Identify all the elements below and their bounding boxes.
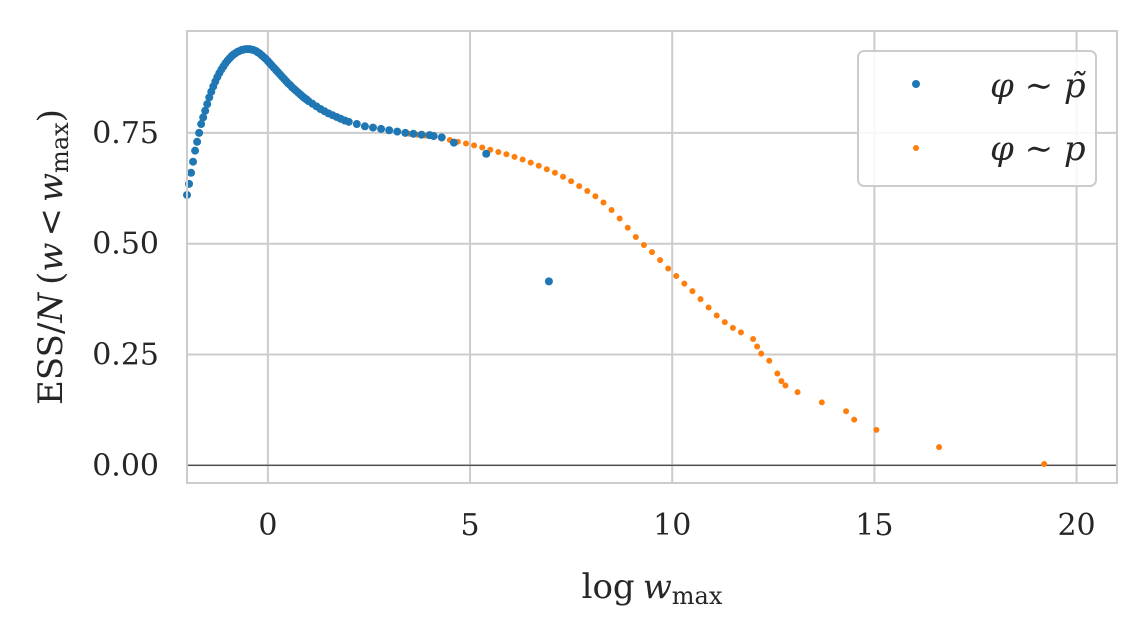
point-p xyxy=(681,280,688,287)
point-p xyxy=(665,265,672,272)
point-p xyxy=(936,444,943,451)
point-p xyxy=(721,319,728,326)
legend-marker-tilde-p xyxy=(912,80,920,88)
point-p xyxy=(551,169,558,176)
point-p xyxy=(657,257,664,264)
point-tilde-p xyxy=(203,100,212,109)
point-p xyxy=(471,142,478,149)
point-tilde-p xyxy=(449,138,458,147)
point-tilde-p xyxy=(191,146,200,155)
point-tilde-p xyxy=(193,137,202,146)
point-p xyxy=(873,426,880,433)
legend-label-tilde-p: φ ∼ p̃ xyxy=(990,66,1087,106)
point-p xyxy=(624,224,631,231)
point-p xyxy=(794,389,801,396)
tick-labels: 0 5 10 15 20 0.00 0.25 0.50 0.75 xyxy=(92,116,1095,543)
point-p xyxy=(758,350,765,357)
point-p xyxy=(774,370,781,377)
point-p xyxy=(495,148,502,155)
data-points xyxy=(183,45,1048,467)
point-tilde-p xyxy=(369,123,377,132)
point-tilde-p xyxy=(544,277,553,286)
y-tick-label: 0.75 xyxy=(92,116,159,151)
point-p xyxy=(632,234,639,241)
point-p xyxy=(766,357,773,364)
x-tick-label: 20 xyxy=(1057,508,1095,543)
legend: φ ∼ p̃ φ ∼ p xyxy=(857,50,1097,187)
point-p xyxy=(640,242,647,249)
point-tilde-p xyxy=(437,133,446,142)
point-p xyxy=(592,193,599,200)
point-tilde-p xyxy=(199,113,208,122)
plot-frame xyxy=(186,30,1118,484)
legend-marker-p xyxy=(913,145,919,151)
x-axis-label: log wmax xyxy=(582,567,723,610)
point-tilde-p xyxy=(344,117,353,126)
point-p xyxy=(527,159,534,166)
legend-label-p: φ ∼ p xyxy=(990,129,1086,169)
y-tick-label: 0.25 xyxy=(92,337,159,372)
point-tilde-p xyxy=(201,106,210,115)
point-p xyxy=(576,183,583,190)
point-p xyxy=(535,162,542,169)
point-p xyxy=(1041,460,1048,467)
point-tilde-p xyxy=(409,129,418,138)
point-p xyxy=(689,288,696,295)
point-p xyxy=(568,178,575,185)
point-p xyxy=(673,273,680,280)
point-p xyxy=(750,335,757,342)
point-tilde-p xyxy=(482,149,491,158)
point-tilde-p xyxy=(187,168,196,177)
x-tick-label: 5 xyxy=(460,508,479,543)
point-tilde-p xyxy=(195,128,204,137)
point-p xyxy=(729,324,736,331)
point-p xyxy=(851,416,858,423)
x-tick-label: 10 xyxy=(653,508,691,543)
point-p xyxy=(778,378,785,385)
y-tick-label: 0.00 xyxy=(92,448,159,483)
x-tick-label: 15 xyxy=(855,508,893,543)
point-tilde-p xyxy=(352,120,361,129)
point-p xyxy=(705,304,712,311)
point-tilde-p xyxy=(393,127,402,136)
point-p xyxy=(463,140,469,147)
point-p xyxy=(616,215,623,222)
point-tilde-p xyxy=(197,120,206,129)
point-p xyxy=(754,343,761,350)
point-p xyxy=(519,156,526,163)
point-p xyxy=(737,329,744,336)
point-p xyxy=(843,408,850,415)
point-p xyxy=(697,296,704,303)
y-axis-label: ESS/N(w<wmax) xyxy=(31,109,74,405)
point-p xyxy=(511,153,518,160)
point-tilde-p xyxy=(377,124,386,133)
x-tick-label: 0 xyxy=(258,508,277,543)
point-tilde-p xyxy=(429,132,438,141)
point-p xyxy=(543,166,550,173)
point-p xyxy=(713,312,720,319)
point-p xyxy=(584,187,591,194)
point-tilde-p xyxy=(360,122,369,131)
point-p xyxy=(649,249,655,256)
point-tilde-p xyxy=(189,157,198,166)
point-p xyxy=(818,399,825,406)
point-p xyxy=(503,151,510,158)
point-p xyxy=(782,382,789,389)
point-p xyxy=(479,144,486,151)
point-tilde-p xyxy=(385,126,394,135)
y-tick-label: 0.50 xyxy=(92,227,159,262)
point-tilde-p xyxy=(417,130,426,139)
point-p xyxy=(608,207,615,214)
point-tilde-p xyxy=(401,128,410,137)
point-p xyxy=(600,199,607,206)
point-p xyxy=(560,173,567,180)
